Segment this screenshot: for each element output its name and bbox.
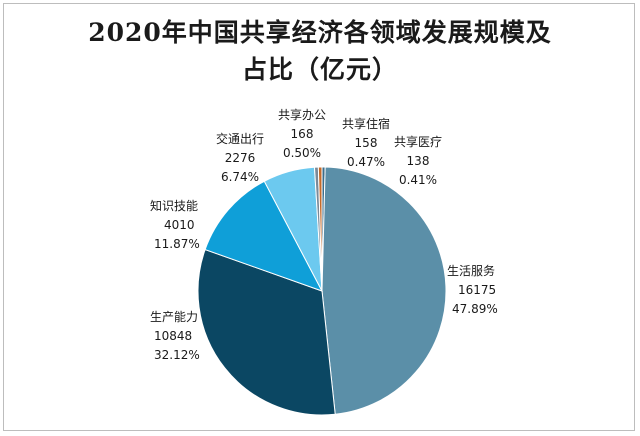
label-percent: 0.50% (282, 146, 322, 160)
label-name: 共享办公 (277, 108, 326, 122)
data-label-transportation: 交通出行 2276 6.74% (200, 130, 280, 187)
data-label-life-services: 生活服务 16175 47.89% (447, 262, 498, 319)
data-label-shared-office: 共享办公 168 0.50% (262, 106, 342, 163)
label-value: 168 (290, 127, 314, 141)
data-label-shared-healthcare: 共享医疗 138 0.41% (378, 133, 458, 190)
data-label-knowledge-skills: 知识技能 4010 11.87% (150, 197, 200, 254)
label-name: 知识技能 (150, 199, 199, 213)
label-value: 16175 (458, 283, 497, 297)
label-name: 共享住宿 (341, 117, 390, 131)
slice-life-services (321, 166, 447, 415)
label-name: 共享医疗 (393, 135, 442, 149)
chart-title: 2020年中国共享经济各领域发展规模及 占比（亿元） (0, 14, 640, 88)
slice-shared-accommodation (317, 166, 323, 292)
label-percent: 6.74% (220, 170, 260, 184)
slice-production-capacity (197, 248, 336, 416)
label-name: 生产能力 (150, 310, 199, 324)
data-label-production-capacity: 生产能力 10848 32.12% (150, 308, 200, 365)
label-percent: 0.47% (346, 155, 386, 169)
label-value: 2276 (224, 151, 256, 165)
slice-knowledge-skills (204, 180, 324, 292)
label-value: 4010 (164, 218, 195, 232)
label-percent: 11.87% (154, 237, 200, 251)
chart-title-line-2: 占比（亿元） (241, 55, 398, 84)
chart-title-line-1: 2020年中国共享经济各领域发展规模及 (88, 18, 552, 47)
label-value: 138 (406, 154, 430, 168)
label-value: 158 (354, 136, 378, 150)
label-percent: 32.12% (154, 348, 200, 362)
label-percent: 47.89% (452, 302, 498, 316)
label-name: 生活服务 (447, 264, 496, 278)
label-name: 交通出行 (215, 132, 264, 146)
data-label-shared-accommodation: 共享住宿 158 0.47% (326, 115, 406, 172)
label-percent: 0.41% (398, 173, 438, 187)
label-value: 10848 (154, 329, 193, 343)
